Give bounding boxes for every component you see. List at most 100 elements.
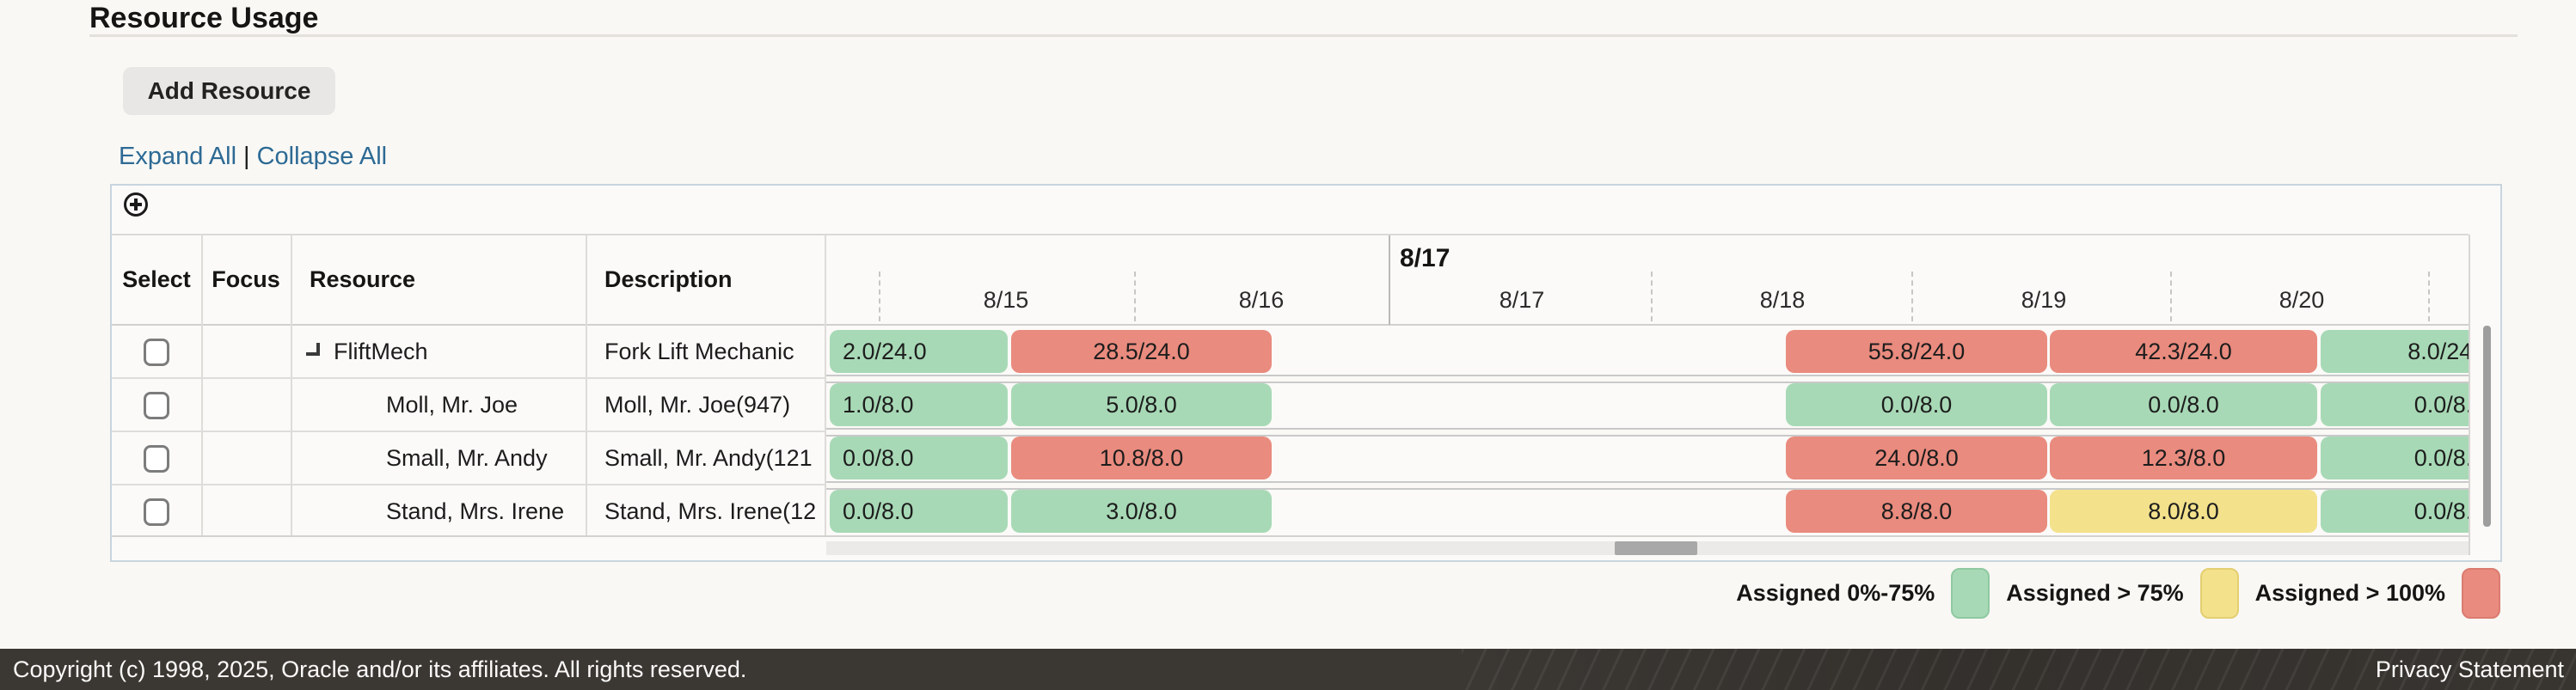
- timeline-tick: [879, 272, 880, 321]
- resource-name: Moll, Mr. Joe: [386, 392, 518, 418]
- timeline-date-label: 8/20: [2279, 287, 2325, 313]
- table-row-cell-resource: Small, Mr. Andy: [291, 432, 586, 485]
- col-header-resource: Resource: [310, 266, 416, 292]
- table-row-cell-select: [112, 432, 201, 485]
- tree-controls: Expand All | Collapse All: [119, 143, 387, 171]
- table-row-cell-description: Fork Lift Mechanic: [604, 339, 794, 364]
- timeline-date-label: 8/17: [1499, 287, 1545, 313]
- column-border: [291, 235, 292, 537]
- assignment-cell[interactable]: 5.0/8.0: [1011, 383, 1272, 426]
- timeline-lane: 0.0/8.0 10.8/8.0 24.0/8.0 12.3/8.0 0.0/8…: [826, 432, 2469, 485]
- column-border: [586, 235, 587, 537]
- legend-swatch: [2462, 567, 2500, 619]
- column-border: [201, 235, 203, 537]
- table-row-cell-resource: FliftMech: [291, 326, 586, 378]
- copyright-text: Copyright (c) 1998, 2025, Oracle and/or …: [13, 656, 747, 682]
- add-resource-button[interactable]: Add Resource: [123, 67, 335, 115]
- timeline-tick: [2428, 272, 2430, 321]
- timeline-tick: [1911, 272, 1913, 321]
- timeline-date-label: 8/18: [1759, 287, 1806, 313]
- assignment-cell[interactable]: 0.0/8.0: [2321, 437, 2469, 479]
- legend-swatch: [1951, 567, 1990, 619]
- page-footer: Copyright (c) 1998, 2025, Oracle and/or …: [0, 649, 2576, 690]
- row-select-checkbox[interactable]: [144, 338, 169, 366]
- resource-name: Stand, Mrs. Irene: [386, 498, 565, 524]
- table-bottom-border: [112, 535, 2469, 537]
- assignment-cell[interactable]: 3.0/8.0: [1011, 490, 1272, 533]
- row-separator: [112, 484, 825, 485]
- row-separator: [112, 377, 825, 379]
- table-row-cell-select: [112, 485, 201, 538]
- row-select-checkbox[interactable]: [144, 444, 169, 473]
- col-header-select: Select: [122, 266, 191, 292]
- horizontal-scrollbar[interactable]: [826, 541, 2469, 555]
- assignment-cell[interactable]: 0.0/8.0: [2321, 383, 2469, 426]
- assignment-cell[interactable]: 28.5/24.0: [1011, 330, 1272, 373]
- collapse-node-icon[interactable]: [306, 343, 320, 356]
- footer-texture: [1462, 649, 2576, 690]
- timeline-tick: [1134, 272, 1136, 321]
- assignment-cell[interactable]: 42.3/24.0: [2050, 330, 2317, 373]
- assignment-cell[interactable]: 0.0/8.0: [2321, 490, 2469, 533]
- row-separator: [112, 430, 825, 432]
- legend-label: Assigned 0%-75%: [1736, 579, 1935, 606]
- timeline-date-label: 8/16: [1238, 287, 1285, 313]
- header-top-border: [112, 234, 2469, 235]
- row-select-checkbox[interactable]: [144, 498, 169, 526]
- section-divider: [89, 34, 2518, 37]
- header-bottom-border: [112, 324, 2469, 326]
- timeline-lane: 0.0/8.0 3.0/8.0 8.8/8.0 8.0/8.0 0.0/8.0: [826, 485, 2469, 538]
- add-row-icon[interactable]: [123, 192, 149, 217]
- expand-all-link[interactable]: Expand All: [119, 143, 237, 170]
- assignment-cell[interactable]: 8.0/24.0: [2321, 330, 2469, 373]
- resource-name: Small, Mr. Andy: [386, 445, 548, 471]
- timeline-date-label: 8/19: [2021, 287, 2067, 313]
- assignment-cell[interactable]: 8.0/8.0: [2050, 490, 2317, 533]
- col-header-description: Description: [604, 266, 733, 292]
- assignment-cell[interactable]: 0.0/8.0: [2050, 383, 2317, 426]
- assignment-legend: Assigned 0%-75% Assigned > 75% Assigned …: [1736, 567, 2500, 619]
- assignment-cell[interactable]: 24.0/8.0: [1786, 437, 2047, 479]
- timeline-tick: [1651, 272, 1653, 321]
- row-select-checkbox[interactable]: [144, 391, 169, 419]
- assignment-cell[interactable]: 0.0/8.0: [830, 437, 1008, 479]
- timeline-major-gridline: [1389, 235, 1390, 325]
- timeline-tick: [2170, 272, 2172, 321]
- table-row-cell-select: [112, 326, 201, 378]
- timeline-major-label: 8/17: [1400, 244, 1451, 272]
- assignment-cell[interactable]: 0.0/8.0: [1786, 383, 2047, 426]
- timeline-lane: 1.0/8.0 5.0/8.0 0.0/8.0 0.0/8.0 0.0/8.0: [826, 379, 2469, 431]
- page-title: Resource Usage: [89, 2, 319, 34]
- timeline-lane: 2.0/24.0 28.5/24.0 55.8/24.0 42.3/24.0 8…: [826, 326, 2469, 378]
- resource-name: FliftMech: [334, 339, 428, 364]
- column-border: [825, 235, 826, 537]
- table-row-cell-resource: Stand, Mrs. Irene: [291, 485, 586, 538]
- assignment-cell[interactable]: 0.0/8.0: [830, 490, 1008, 533]
- table-row-cell-resource: Moll, Mr. Joe: [291, 379, 586, 431]
- assignment-cell[interactable]: 1.0/8.0: [830, 383, 1008, 426]
- timeline-panel-border: [2469, 235, 2470, 555]
- assignment-cell[interactable]: 2.0/24.0: [830, 330, 1008, 373]
- lane-separator: [826, 375, 2469, 383]
- lane-separator: [826, 481, 2469, 490]
- timeline-date-label: 8/15: [983, 287, 1029, 313]
- vertical-scrollbar-thumb[interactable]: [2483, 326, 2491, 527]
- horizontal-scrollbar-thumb[interactable]: [1615, 541, 1697, 555]
- table-row-cell-description: Stand, Mrs. Irene(12: [604, 498, 817, 524]
- legend-label: Assigned > 100%: [2254, 579, 2445, 606]
- assignment-cell[interactable]: 8.8/8.0: [1786, 490, 2047, 533]
- table-row-cell-description: Small, Mr. Andy(121: [604, 445, 813, 471]
- collapse-all-link[interactable]: Collapse All: [256, 143, 388, 170]
- table-row-cell-select: [112, 379, 201, 431]
- col-header-focus: Focus: [212, 266, 280, 292]
- legend-label: Assigned > 75%: [2006, 579, 2184, 606]
- lane-separator: [826, 428, 2469, 437]
- link-separator: |: [243, 143, 250, 170]
- assignment-cell[interactable]: 10.8/8.0: [1011, 437, 1272, 479]
- assignment-cell[interactable]: 55.8/24.0: [1786, 330, 2047, 373]
- privacy-statement-link[interactable]: Privacy Statement: [2375, 656, 2564, 682]
- assignment-cell[interactable]: 12.3/8.0: [2050, 437, 2317, 479]
- table-row-cell-description: Moll, Mr. Joe(947): [604, 392, 791, 418]
- legend-swatch: [2199, 567, 2239, 619]
